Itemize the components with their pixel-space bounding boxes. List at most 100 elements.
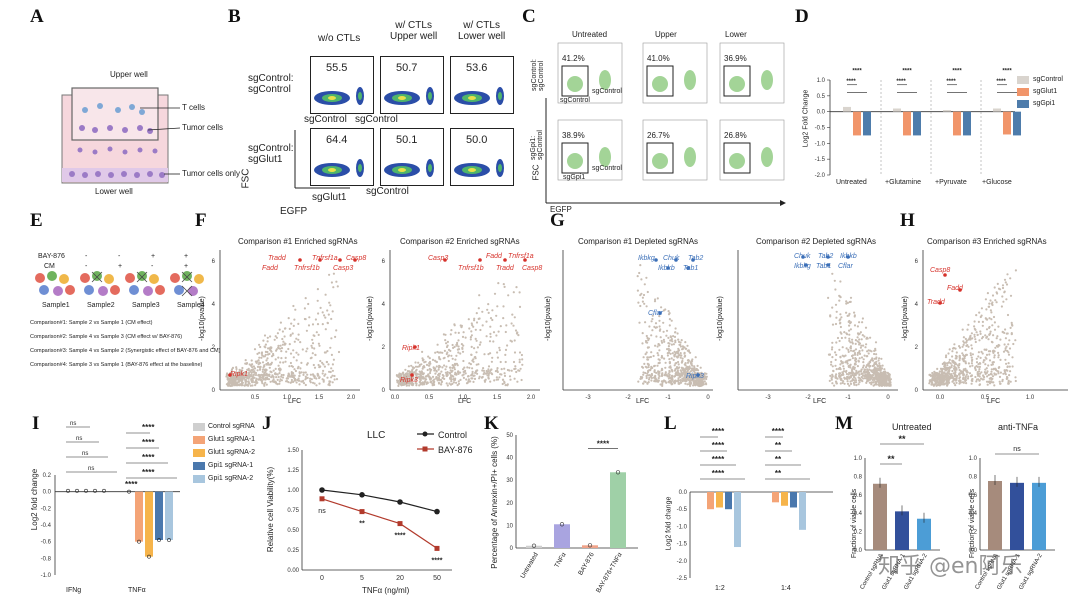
k-bars: 0 10 20 30 40 50 Untreated TNFα BAY-876 BAY-876+T…: [506, 433, 638, 594]
d-legend-0: sgControl: [1033, 76, 1063, 83]
i-legend-swatch-0: [193, 423, 205, 431]
d-group-2: +Pyruvate: [935, 179, 967, 186]
d-bar: [963, 111, 971, 136]
h-gene-casp8: Casp8: [930, 267, 951, 274]
c-val-r2c1: 38.9%: [562, 131, 585, 140]
m-sig: **: [898, 434, 906, 444]
b-plot-r1c2: [380, 56, 444, 114]
b-val-r1c2: 50.7: [396, 62, 418, 74]
l-sig: ****: [712, 441, 725, 450]
d-sig: ****: [902, 68, 912, 74]
g-ylabel-2: -log10(pvalue): [716, 296, 724, 341]
b-val-r2c3: 50.0: [466, 134, 488, 146]
i-legend-4: Gpi1 sgRNA-2: [208, 475, 254, 482]
i-sig: ****: [142, 423, 155, 432]
tumor-cells-label: Tumor cells: [182, 123, 224, 132]
panel-label-g: G: [550, 210, 565, 231]
g-gene-tab1: Tab1: [683, 265, 699, 272]
d-sig: ****: [1002, 68, 1012, 74]
j-annotation: ****: [395, 533, 406, 540]
d-group-0: Untreated: [836, 179, 867, 186]
f-scatter: 0 0 2 2 4 4 6 6 0.5 1.0 1.5 2.0 0.0 0.5 1.0 1.5 2.0: [212, 250, 540, 401]
c-in-label-r1b: sgControl: [592, 88, 622, 95]
panel-label-j: J: [262, 413, 272, 434]
j-point: [397, 499, 403, 505]
transwell-diagram: [61, 87, 181, 184]
j-line-0: [321, 489, 438, 513]
g1-xtick: 0: [706, 395, 710, 401]
l-ytick: 0.0: [679, 490, 688, 496]
h-gene-tradd: Tradd: [927, 299, 945, 306]
d-sig: ****: [946, 79, 956, 85]
b-plot-r1c1: [310, 56, 374, 114]
j-point: [434, 545, 440, 551]
k-point: [559, 522, 565, 527]
panel-label-e: E: [30, 210, 43, 231]
l-sig: **: [775, 455, 782, 464]
m-ytick-antitnf: 0.2: [969, 530, 978, 536]
g1-hit: [666, 266, 670, 270]
d-bar: [1013, 111, 1021, 136]
i-legend-0: Control sgRNA: [208, 423, 255, 430]
e-comparison-1: Comparison#2: Sample 4 vs Sample 3 (CM e…: [30, 334, 183, 340]
panel-j-chart: LLC Relative cell Viability(%) TNFα (ng/…: [262, 420, 482, 600]
l-bar: [781, 492, 788, 506]
j-ytick: 0.25: [287, 548, 299, 554]
f-gene-tnfrsf1b: Tnfrsf1b: [294, 265, 320, 272]
f1-points: [225, 272, 341, 388]
i-point-ifng: [102, 488, 106, 493]
g1-xtick: -2: [625, 395, 631, 401]
f1-hit: [298, 258, 302, 262]
l-sig: **: [775, 469, 782, 478]
f1-ytick: 2: [212, 345, 216, 351]
j-ytick: 1.25: [287, 468, 299, 474]
g2-gene-cflar: Cflar: [838, 263, 853, 270]
m-ytick-antitnf: 1.0: [969, 456, 978, 462]
j-ytick: 1.50: [287, 448, 299, 454]
f2-gene-tradd: Tradd: [496, 265, 514, 272]
l-sig: ****: [712, 469, 725, 478]
f-xlabel-1: LFC: [288, 398, 302, 405]
e-bay: BAY-876: [38, 253, 65, 260]
f1-ytick: 0: [212, 388, 216, 394]
b-plot-r1c3: [450, 56, 514, 114]
m-ytick-antitnf: 0.6: [969, 493, 978, 499]
b-col3: w/ CTLs Lower well: [458, 20, 506, 42]
j-lines: 0.000.250.500.751.001.251.500 5 20 50ns****…: [287, 431, 452, 582]
panel-h-volcano: Comparison #3 Enriched sgRNAs 0 2 4 6 0.0 0.5…: [902, 235, 1075, 410]
f2-ytick: 4: [382, 302, 386, 308]
g-title-2: Comparison #2 Depleted sgRNAs: [756, 237, 877, 246]
c-col2: Upper: [655, 30, 677, 39]
c-val-r2c3: 26.8%: [724, 131, 747, 140]
f-gene-casp3: Casp3: [333, 265, 354, 272]
k-xtick: BAY-876+TNFα: [595, 551, 624, 594]
i-ytick: -1.0: [41, 573, 52, 579]
b-egfp: EGFP: [280, 206, 308, 217]
h-gene-fadd: Fadd: [947, 285, 963, 292]
h-xtick: 0.5: [981, 395, 990, 401]
watermark-text: 知乎 @en阿乐: [878, 554, 1023, 579]
panel-d-chart: Log2 Fold Change 1.0 0.5 0.0 -0.5 -1.0 -1.5 -2…: [795, 55, 1080, 205]
i-legend-swatch-2: [193, 449, 205, 457]
f2-hit: [443, 258, 447, 262]
k-bar: [554, 524, 570, 548]
l-bar: [799, 492, 806, 530]
b-plot-r2c2: [380, 128, 444, 186]
i-point: [157, 538, 161, 542]
l-group-1: 1:4: [781, 585, 791, 592]
g1-points: [636, 264, 708, 388]
f-title-2: Comparison #2 Enriched sgRNAs: [400, 237, 520, 246]
k-point: [531, 543, 537, 548]
l-bar: [716, 492, 723, 508]
f1-hit: [318, 258, 322, 262]
b-col1: w/o CTLs: [318, 33, 361, 44]
h-title: Comparison #3 Enriched sgRNAs: [927, 237, 1047, 246]
panel-g-volcano: Comparison #1 Depleted sgRNAs Comparison…: [545, 235, 908, 410]
b-val-r1c1: 55.5: [326, 62, 348, 74]
d-legend-swatch-1: [1017, 88, 1029, 96]
i-ns: ns: [76, 436, 82, 442]
i-legend-1: Glut1 sgRNA-1: [208, 436, 256, 443]
f2-xtick: 1.5: [493, 395, 502, 401]
panel-label-b: B: [228, 6, 241, 27]
d-group-1: +Glutamine: [885, 179, 921, 186]
